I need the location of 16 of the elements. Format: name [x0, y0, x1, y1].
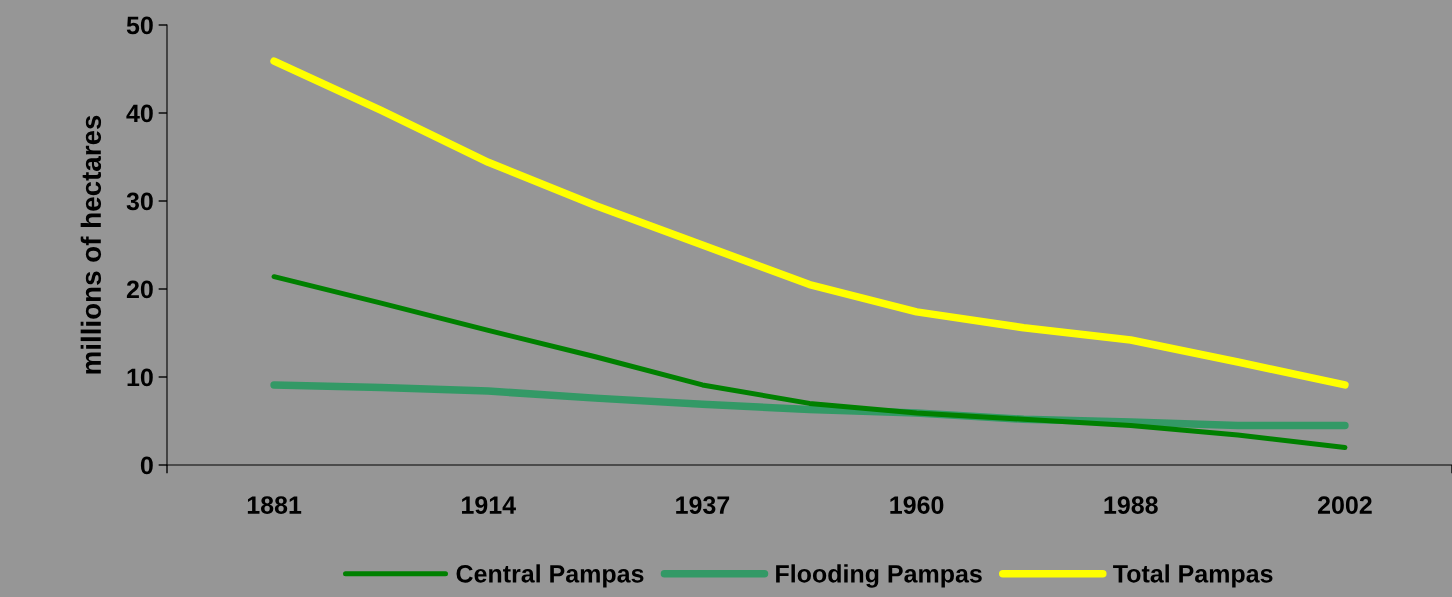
legend-label: Central Pampas — [456, 564, 644, 588]
x-tick-label: 1914 — [462, 496, 516, 514]
y-tick-label: 30 — [126, 192, 153, 211]
y-tick-label: 0 — [140, 456, 153, 475]
x-tick-label: 1960 — [890, 496, 944, 514]
x-tick-label: 2002 — [1317, 496, 1372, 514]
legend-label: Flooding Pampas — [776, 564, 982, 588]
y-tick-label: 10 — [127, 368, 153, 387]
y-tick-label: 20 — [126, 280, 153, 299]
legend-label: Total Pampas — [1113, 564, 1273, 588]
x-tick-label: 1937 — [676, 496, 730, 514]
y-tick-label: 40 — [126, 104, 153, 123]
x-tick-label: 1881 — [247, 496, 302, 514]
y-axis-title: millions of hectares — [80, 115, 102, 374]
y-tick-label: 50 — [126, 16, 153, 35]
x-tick-label: 1988 — [1104, 496, 1158, 514]
